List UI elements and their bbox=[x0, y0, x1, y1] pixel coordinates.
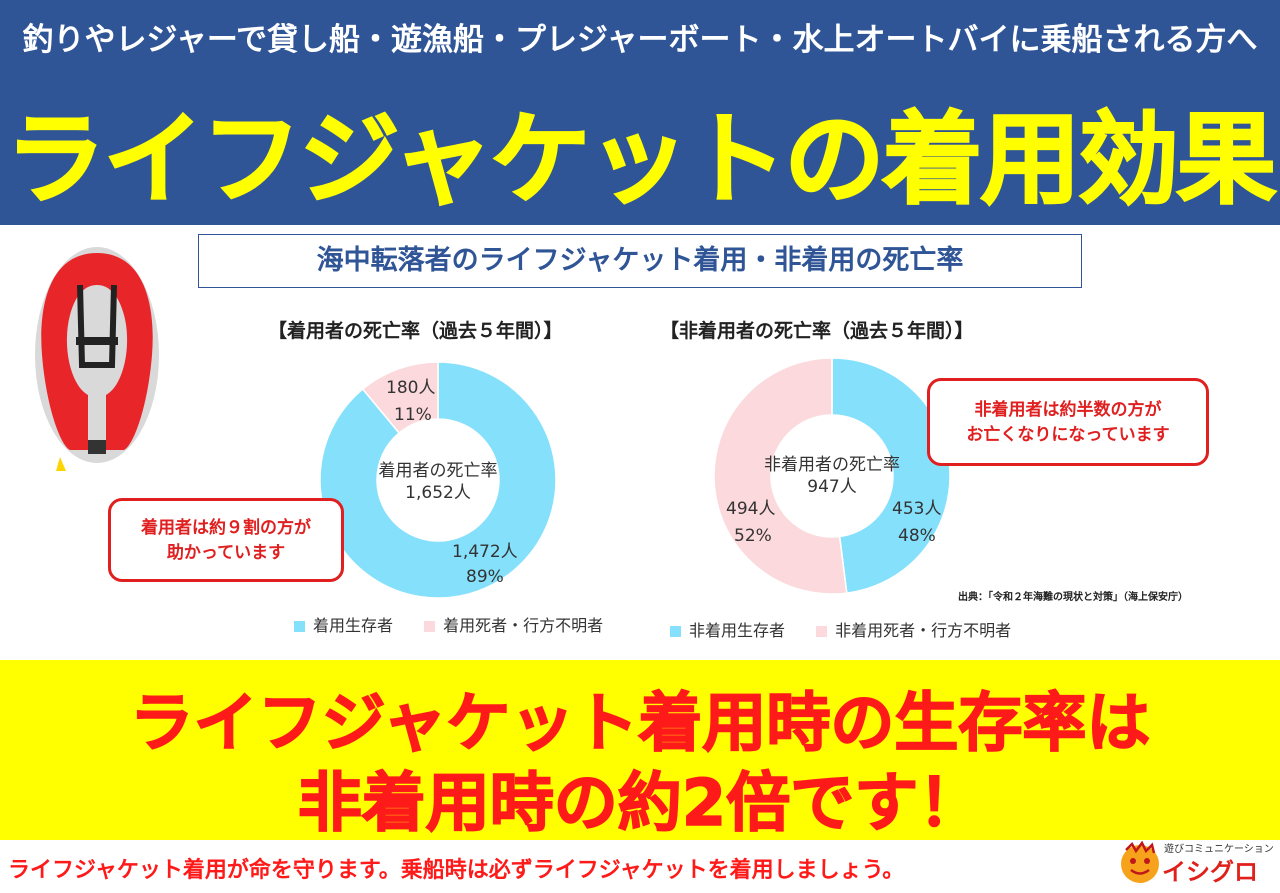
legend-swatch bbox=[294, 621, 305, 632]
header-subtitle: 釣りやレジャーで貸し船・遊漁船・プレジャーボート・水上オートバイに乗船される方へ bbox=[22, 22, 1258, 58]
banner-line1: ライフジャケット着用時の生存率は bbox=[129, 686, 1151, 762]
footer-message: ライフジャケット着用が命を守ります。乗船時は必ずライフジャケットを着用しましょう… bbox=[8, 858, 905, 883]
chart2-legend: 非着用生存者 非着用死者・行方不明者 bbox=[670, 617, 1037, 641]
chart1-legend: 着用生存者 着用死者・行方不明者 bbox=[294, 612, 629, 636]
legend-label: 非着用死者・行方不明者 bbox=[835, 621, 1012, 640]
chart2-survivor-count: 453人 bbox=[892, 499, 942, 519]
chart1-center-label: 着用者の死亡率 1,652人 bbox=[368, 460, 508, 504]
donut-slice-deaths bbox=[713, 357, 848, 595]
life-jacket-icon bbox=[35, 247, 159, 471]
chart2-donut bbox=[713, 357, 951, 595]
chart1-callout: 着用者は約９割の方が 助かっています bbox=[108, 498, 344, 582]
legend-swatch bbox=[670, 626, 681, 637]
chart2-survivor-pct: 48% bbox=[898, 526, 936, 546]
legend-item: 着用死者・行方不明者 bbox=[424, 616, 603, 635]
legend-swatch bbox=[816, 626, 828, 637]
chart2-center-line2: 947人 bbox=[807, 477, 857, 497]
donut-slice-deaths bbox=[361, 361, 439, 435]
donut-slice-survivors bbox=[831, 357, 951, 594]
legend-label: 非着用生存者 bbox=[689, 621, 786, 640]
legend-swatch bbox=[424, 621, 436, 632]
chart1-callout-line2: 助かっています bbox=[166, 543, 286, 563]
legend-item: 非着用生存者 bbox=[670, 621, 785, 640]
conclusion-banner: ライフジャケット着用時の生存率は 非着用時の約2倍です！ bbox=[0, 660, 1280, 842]
chart2-title: 【非着用者の死亡率（過去５年間）】 bbox=[660, 320, 974, 342]
header-banner: 釣りやレジャーで貸し船・遊漁船・プレジャーボート・水上オートバイに乗船される方へ… bbox=[0, 0, 1280, 225]
legend-label: 着用死者・行方不明者 bbox=[443, 616, 604, 635]
chart2-callout-line1: 非着用者は約半数の方が bbox=[974, 400, 1162, 420]
section-title: 海中転落者のライフジャケット着用・非着用の死亡率 bbox=[198, 234, 1082, 288]
chart1-center-line2: 1,652人 bbox=[405, 483, 471, 503]
brand-mascot-icon bbox=[1121, 840, 1159, 883]
chart2-death-count: 494人 bbox=[726, 499, 776, 519]
banner-line2: 非着用時の約2倍です！ bbox=[297, 766, 983, 842]
chart2-center-line1: 非着用者の死亡率 bbox=[764, 455, 900, 475]
chart2-death-pct: 52% bbox=[734, 526, 772, 546]
chart1-donut bbox=[319, 361, 557, 599]
brand-name: イシグロ bbox=[1162, 858, 1258, 886]
chart1-death-count: 180人 bbox=[386, 378, 436, 398]
chart2-callout-line2: お亡くなりになっています bbox=[966, 425, 1170, 445]
chart2-center-label: 非着用者の死亡率 947人 bbox=[757, 454, 907, 498]
chart1-survivor-pct: 89% bbox=[466, 567, 504, 587]
chart2-callout: 非着用者は約半数の方が お亡くなりになっています bbox=[927, 378, 1209, 466]
brand-tagline: 遊びコミュニケーション bbox=[1164, 844, 1274, 855]
donut-slice-survivors bbox=[319, 361, 557, 599]
brand-logo: 遊びコミュニケーション イシグロ bbox=[1118, 838, 1276, 888]
legend-label: 着用生存者 bbox=[313, 616, 394, 635]
header-title: ライフジャケットの着用効果 bbox=[5, 100, 1278, 219]
legend-item: 非着用死者・行方不明者 bbox=[816, 621, 1011, 640]
chart1-callout-line1: 着用者は約９割の方が bbox=[141, 518, 311, 538]
source-citation: 出典：「令和２年海難の現状と対策」（海上保安庁） bbox=[958, 592, 1188, 603]
chart1-survivor-count: 1,472人 bbox=[452, 542, 518, 562]
chart1-death-pct: 11% bbox=[394, 405, 432, 425]
chart1-title: 【着用者の死亡率（過去５年間）】 bbox=[268, 320, 563, 342]
chart1-center-line1: 着用者の死亡率 bbox=[378, 461, 498, 481]
legend-item: 着用生存者 bbox=[294, 616, 393, 635]
